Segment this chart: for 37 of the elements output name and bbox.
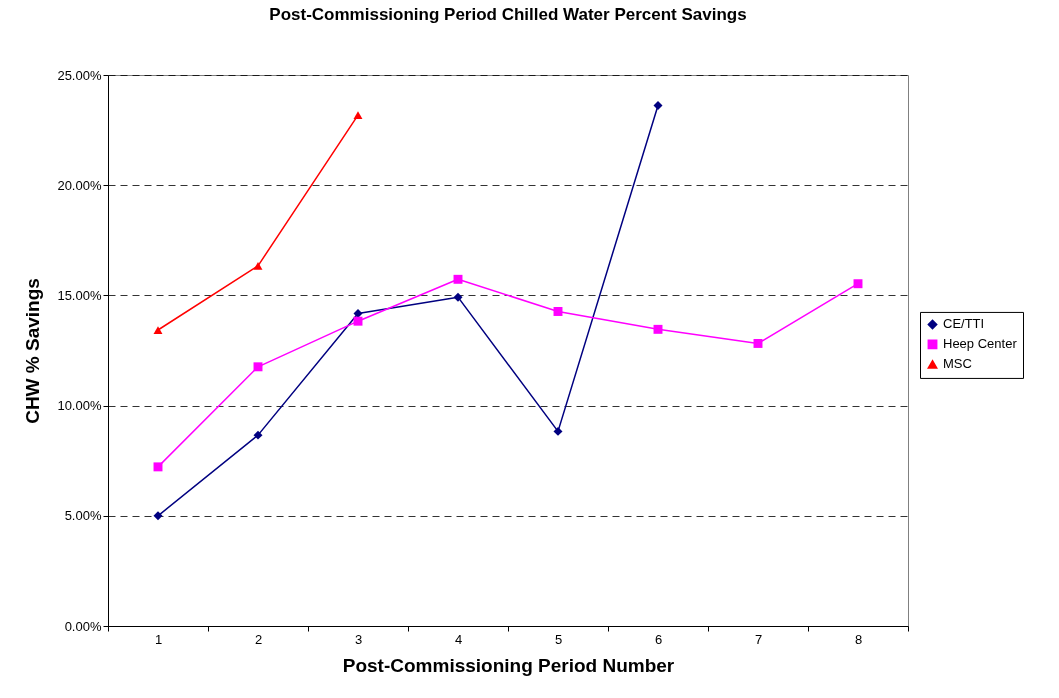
x-tick-label: 8	[854, 631, 863, 647]
point	[853, 279, 863, 289]
point	[653, 100, 663, 110]
x-tick-label: 7	[754, 631, 763, 647]
point	[253, 430, 263, 440]
point	[153, 511, 163, 521]
x-tick-label: 5	[554, 631, 563, 647]
x-axis-title: Post-Commissioning Period Number	[342, 654, 675, 676]
y-tick-label: 25.00%	[57, 67, 102, 83]
point	[353, 316, 363, 326]
x-tick-label: 2	[254, 631, 263, 647]
legend-label: MSC	[943, 356, 972, 372]
y-tick-label: 5.00%	[64, 508, 102, 524]
y-tick-label: 0.00%	[64, 618, 102, 634]
point	[353, 111, 363, 119]
point	[553, 307, 563, 316]
x-tick-label: 6	[654, 631, 663, 647]
point	[553, 426, 563, 436]
y-tick-label: 10.00%	[57, 398, 102, 414]
point	[153, 326, 163, 334]
legend-label: Heep Center	[943, 336, 1018, 352]
y-tick-label: 15.00%	[57, 287, 102, 303]
x-tick-label: 4	[454, 631, 463, 647]
y-tick-label: 20.00%	[57, 177, 102, 193]
point	[353, 309, 363, 318]
chart-title: Post-Commissioning Period Chilled Water Percent Savings	[269, 5, 747, 24]
point	[653, 324, 663, 334]
legend-label: CE/TTI	[943, 316, 985, 332]
point	[253, 362, 263, 372]
point	[753, 338, 763, 348]
x-tick-label: 3	[354, 631, 363, 647]
y-axis-title: CHW % Savings	[22, 278, 44, 424]
point	[453, 274, 463, 284]
point	[253, 261, 263, 270]
x-tick-label: 1	[154, 631, 163, 647]
point	[153, 462, 163, 472]
point	[453, 292, 463, 302]
